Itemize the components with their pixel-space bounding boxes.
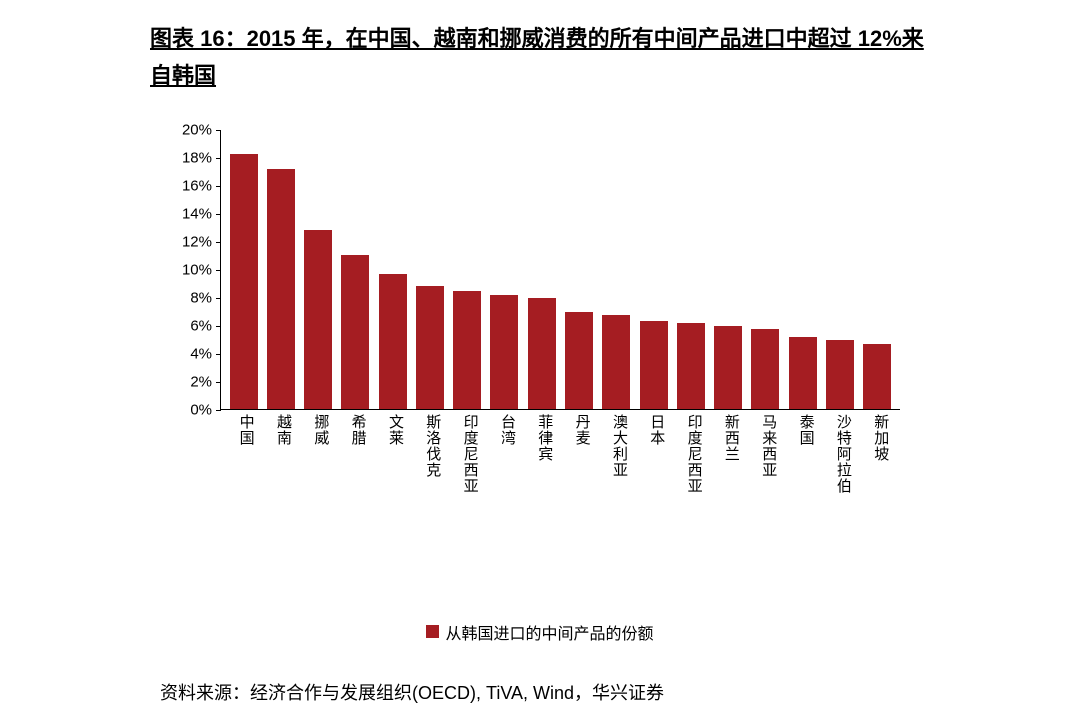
y-tick-label: 14%: [182, 205, 212, 222]
bar: [640, 321, 668, 409]
y-tick-label: 16%: [182, 177, 212, 194]
bar: [341, 255, 369, 409]
bar: [304, 230, 332, 409]
x-tick-label: 丹麦: [565, 414, 593, 494]
bar-chart: 0%2%4%6%8%10%12%14%16%18%20% 中国越南挪威希腊文莱斯…: [170, 130, 920, 480]
plot-area: [220, 130, 900, 410]
y-axis: 0%2%4%6%8%10%12%14%16%18%20%: [170, 130, 220, 410]
x-tick-label: 日本: [639, 414, 667, 494]
x-tick-label: 越南: [266, 414, 294, 494]
y-tick-mark: [216, 242, 221, 243]
chart-title: 图表 16：2015 年，在中国、越南和挪威消费的所有中间产品进口中超过 12%…: [150, 20, 930, 95]
y-tick-label: 10%: [182, 261, 212, 278]
x-tick-label: 斯洛伐克: [415, 414, 443, 494]
y-tick-label: 18%: [182, 149, 212, 166]
y-tick-mark: [216, 270, 221, 271]
chart-legend: 从韩国进口的中间产品的份额: [150, 620, 930, 644]
x-tick-label: 新加坡: [863, 414, 891, 494]
bar: [789, 337, 817, 408]
x-tick-label: 新西兰: [714, 414, 742, 494]
bar: [528, 298, 556, 409]
bar: [230, 154, 258, 409]
x-tick-label: 菲律宾: [527, 414, 555, 494]
source-text: 资料来源：经济合作与发展组织(OECD), TiVA, Wind，华兴证券: [160, 679, 930, 705]
bar: [565, 312, 593, 409]
y-tick-mark: [216, 382, 221, 383]
bar: [863, 344, 891, 408]
x-tick-label: 中国: [229, 414, 257, 494]
x-tick-label: 泰国: [789, 414, 817, 494]
x-tick-label: 文莱: [378, 414, 406, 494]
bar: [602, 315, 630, 409]
y-tick-mark: [216, 186, 221, 187]
x-axis-labels: 中国越南挪威希腊文莱斯洛伐克印度尼西亚台湾菲律宾丹麦澳大利亚日本印度尼西亚新西兰…: [220, 414, 900, 494]
y-tick-mark: [216, 326, 221, 327]
x-tick-label: 挪威: [303, 414, 331, 494]
y-tick-mark: [216, 214, 221, 215]
y-tick-label: 0%: [190, 401, 212, 418]
y-tick-label: 20%: [182, 121, 212, 138]
y-tick-mark: [216, 158, 221, 159]
x-tick-label: 印度尼西亚: [677, 414, 705, 494]
legend-label: 从韩国进口的中间产品的份额: [445, 620, 653, 644]
y-tick-mark: [216, 354, 221, 355]
bar: [714, 326, 742, 409]
y-tick-label: 6%: [190, 317, 212, 334]
bar: [379, 274, 407, 408]
bar: [267, 169, 295, 408]
x-tick-label: 希腊: [341, 414, 369, 494]
bars-group: [221, 130, 900, 409]
y-tick-mark: [216, 298, 221, 299]
y-tick-mark: [216, 130, 221, 131]
x-tick-label: 沙特阿拉伯: [826, 414, 854, 494]
y-tick-label: 4%: [190, 345, 212, 362]
x-tick-label: 台湾: [490, 414, 518, 494]
legend-swatch: [426, 625, 439, 638]
bar: [416, 286, 444, 409]
x-tick-label: 澳大利亚: [602, 414, 630, 494]
bar: [677, 323, 705, 408]
y-tick-mark: [216, 410, 221, 411]
bar: [826, 340, 854, 409]
y-tick-label: 8%: [190, 289, 212, 306]
bar: [490, 295, 518, 408]
x-tick-label: 马来西亚: [751, 414, 779, 494]
y-tick-label: 12%: [182, 233, 212, 250]
bar: [751, 329, 779, 409]
y-tick-label: 2%: [190, 373, 212, 390]
bar: [453, 291, 481, 409]
x-tick-label: 印度尼西亚: [453, 414, 481, 494]
